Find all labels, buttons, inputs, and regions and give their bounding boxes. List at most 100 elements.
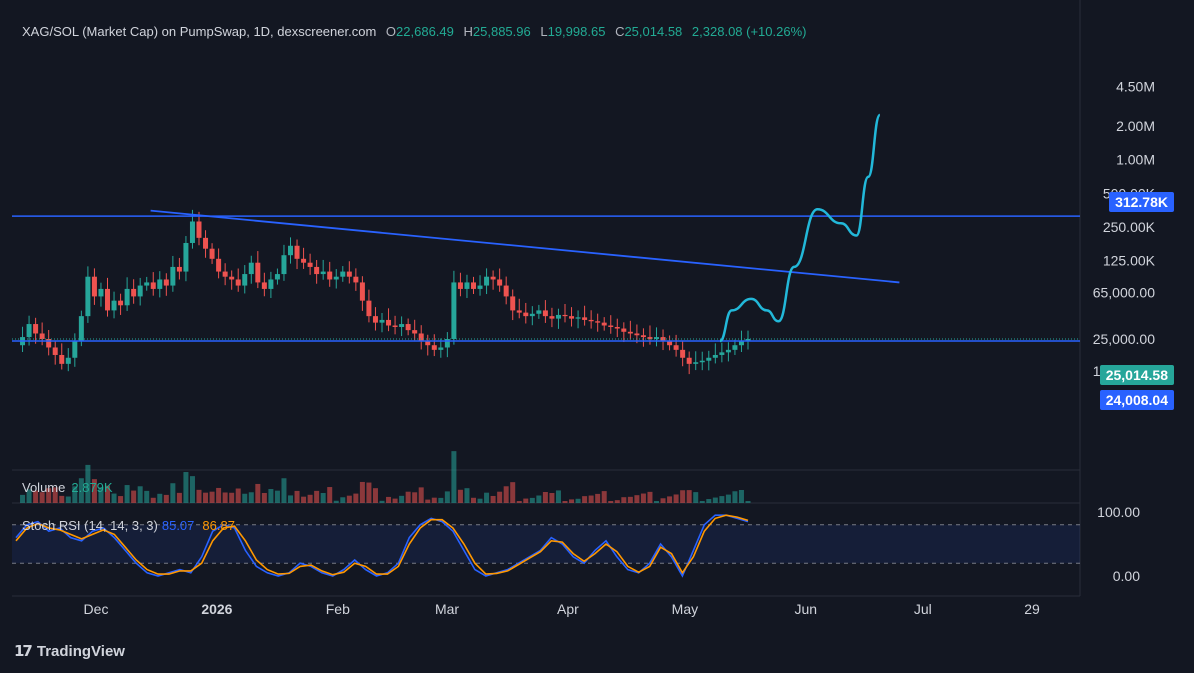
- volume-bar: [340, 497, 346, 503]
- volume-bar: [647, 491, 653, 503]
- candle-body: [327, 271, 333, 280]
- volume-bar: [91, 479, 97, 503]
- volume-bar: [39, 492, 45, 503]
- volume-bar: [516, 501, 522, 503]
- candle-body: [640, 335, 646, 338]
- candle-body: [137, 285, 143, 297]
- volume-bar: [281, 478, 287, 503]
- candle-body: [418, 333, 424, 341]
- volume-bar: [490, 495, 496, 503]
- candle-body: [26, 324, 32, 338]
- volume-bar: [98, 487, 104, 503]
- volume-bar: [261, 492, 267, 503]
- time-tick-label: Jun: [795, 601, 818, 617]
- volume-bar: [268, 489, 274, 503]
- candle-body: [680, 349, 686, 358]
- volume-bar: [72, 486, 78, 503]
- volume-bar: [497, 491, 503, 503]
- volume-bar: [699, 501, 705, 503]
- volume-bar: [732, 491, 738, 503]
- chart-legend: XAG/SOL (Market Cap) on PumpSwap, 1D, de…: [22, 24, 806, 39]
- volume-bar: [654, 501, 659, 503]
- candle-body: [150, 282, 156, 289]
- candle-body: [686, 357, 692, 364]
- candle-body: [562, 314, 568, 317]
- volume-bar: [693, 492, 699, 503]
- price-tick-label: 1.00M: [1116, 152, 1155, 168]
- volume-bar: [85, 464, 91, 503]
- volume-bar: [464, 488, 470, 503]
- candle-body: [359, 282, 365, 301]
- volume-bar: [399, 495, 405, 503]
- candle-body: [673, 345, 679, 350]
- candle-body: [320, 271, 326, 275]
- price-tick-label: 4.50M: [1116, 78, 1155, 94]
- candle-body: [274, 274, 280, 280]
- candle-body: [693, 362, 699, 364]
- candle-body: [529, 313, 535, 317]
- volume-bar: [738, 489, 744, 503]
- candle-body: [412, 330, 418, 334]
- candle-body: [372, 316, 378, 323]
- volume-bar: [386, 496, 392, 503]
- volume-bar: [614, 500, 620, 503]
- stoch-d-line: [15, 514, 749, 576]
- candle-body: [248, 262, 254, 275]
- volume-bar: [189, 476, 195, 503]
- candle-body: [229, 276, 235, 280]
- time-axis: Dec 2026 Feb Mar Apr May Jun Jul 29: [84, 601, 1040, 617]
- candle-body: [189, 221, 195, 243]
- candle-body: [301, 258, 307, 263]
- volume-bar: [327, 487, 333, 503]
- tradingview-name: TradingView: [36, 642, 125, 660]
- volume-bar: [542, 491, 548, 503]
- candle-body: [608, 325, 614, 327]
- high-value: 25,885.96: [472, 24, 531, 39]
- candle-body: [444, 339, 450, 348]
- candle-body: [503, 285, 509, 297]
- volume-bar: [274, 490, 280, 503]
- candle-body: [621, 328, 627, 332]
- volume-bar: [105, 485, 110, 503]
- candle-body: [307, 262, 313, 267]
- time-tick-label: Apr: [557, 601, 579, 617]
- time-tick-label: Jul: [914, 601, 932, 617]
- candle-body: [144, 282, 150, 286]
- candle-body: [105, 288, 110, 311]
- volume-bar: [372, 488, 378, 503]
- volume-bar: [588, 495, 594, 503]
- tradingview-logo[interactable]: 17 TradingView: [14, 642, 125, 660]
- candle-body: [288, 245, 293, 256]
- volume-bar: [359, 481, 365, 503]
- candle-body: [353, 276, 359, 283]
- volume-bar: [78, 478, 84, 503]
- volume-bar: [412, 492, 418, 503]
- candle-body: [725, 349, 731, 353]
- volume-bar: [719, 496, 725, 503]
- volume-bar: [314, 490, 320, 503]
- last-price-badge: 25,014.58: [1099, 365, 1174, 385]
- volume-value: 2.879K: [71, 480, 113, 495]
- candle-body: [431, 345, 437, 350]
- candle-body: [490, 276, 496, 280]
- candle-body: [124, 288, 130, 306]
- price-tick-label: 65,000.00: [1093, 285, 1155, 301]
- volume-bar: [477, 498, 483, 503]
- time-tick-label: 29: [1024, 601, 1040, 617]
- volume-bar: [438, 497, 444, 503]
- candle-body: [523, 312, 529, 317]
- trend-line: [150, 209, 900, 284]
- open-label: O: [385, 24, 397, 39]
- high-label: H: [463, 24, 473, 39]
- volume-bar: [471, 497, 476, 503]
- candle-body: [706, 357, 712, 361]
- candle-body: [314, 266, 320, 275]
- candle-body: [732, 345, 738, 350]
- volume-bar: [150, 497, 156, 503]
- stoch-rsi-legend: Stoch RSI (14, 14, 3, 3) 85.07 86.87: [22, 518, 235, 533]
- candle-body: [33, 324, 39, 334]
- volume-bar: [52, 487, 58, 503]
- volume-bar: [111, 493, 117, 503]
